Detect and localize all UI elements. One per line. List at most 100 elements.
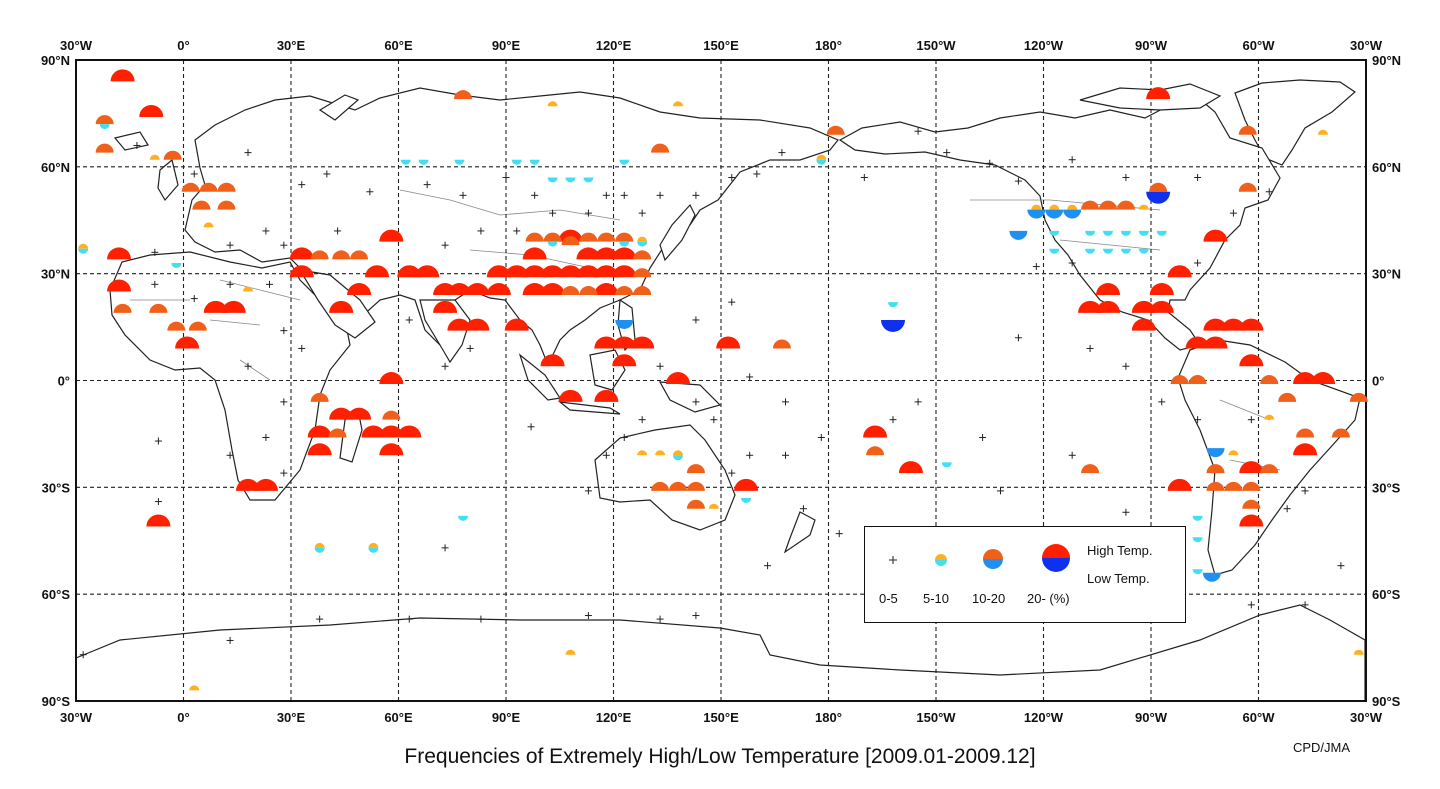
high-temp-half	[415, 265, 440, 278]
high-temp-half	[1228, 450, 1239, 456]
station-marker	[1192, 569, 1203, 575]
plus-marker	[710, 416, 718, 424]
station-marker	[379, 443, 404, 456]
low-temp-half	[741, 498, 752, 504]
station-marker	[651, 481, 670, 491]
station-marker	[565, 177, 576, 183]
plus-marker	[244, 362, 252, 370]
high-temp-half	[1203, 336, 1228, 349]
low-temp-half	[619, 241, 630, 247]
lat-tick-left: 60°N	[41, 160, 70, 175]
high-temp-half	[1167, 265, 1192, 278]
station-marker	[1099, 200, 1117, 210]
plus-marker	[656, 615, 664, 623]
low-temp-half	[368, 547, 379, 553]
plus-marker	[638, 209, 646, 217]
australia-outline	[594, 424, 736, 531]
station-marker	[1131, 300, 1156, 313]
high-temp-half	[1206, 464, 1225, 474]
station-marker	[199, 182, 218, 192]
station-marker	[397, 425, 422, 438]
plus-marker	[133, 141, 141, 149]
station-marker	[171, 262, 182, 268]
station-marker	[328, 428, 347, 438]
high-temp-half	[540, 354, 565, 367]
plus-marker	[323, 170, 331, 178]
station-marker	[203, 222, 214, 228]
high-temp-half	[576, 265, 601, 278]
new-zealand-outline	[783, 511, 816, 554]
low-temp-half	[1138, 230, 1149, 236]
world-map: 30°W 30°W 0° 0° 30°E 30°E 60°E 60°E 90°E 90°E 120°…	[41, 38, 1401, 725]
plus-marker	[799, 505, 807, 513]
lon-tick-top: 30°E	[277, 38, 306, 53]
high-temp-half	[651, 481, 670, 491]
high-temp-half	[522, 265, 547, 278]
high-temp-half	[1293, 443, 1318, 456]
high-temp-half	[382, 410, 401, 420]
high-temp-half	[368, 542, 379, 548]
plus-marker	[151, 280, 159, 288]
station-marker	[189, 685, 200, 691]
low-temp-half	[99, 124, 110, 130]
lon-tick-top: 30°W	[60, 38, 93, 53]
high-temp-half	[615, 286, 634, 296]
low-temp-half	[171, 262, 182, 268]
plus-marker	[1122, 174, 1130, 182]
low-temp-half	[1049, 248, 1060, 254]
legend-class-2: 10-20	[972, 591, 1006, 606]
plus-marker	[79, 651, 87, 659]
plus-marker	[441, 362, 449, 370]
station-marker	[454, 159, 465, 165]
low-temp-half	[1156, 230, 1167, 236]
high-temp-half	[558, 389, 583, 402]
station-marker	[1081, 464, 1100, 474]
high-temp-half	[540, 265, 565, 278]
plus-marker	[692, 398, 700, 406]
plus-marker	[226, 280, 234, 288]
station-marker	[1293, 372, 1318, 385]
station-marker	[540, 283, 565, 296]
station-marker	[888, 302, 898, 308]
high-temp-half	[189, 685, 200, 691]
high-temp-half	[1149, 300, 1174, 313]
high-temp-half	[1318, 129, 1328, 135]
high-temp-half	[1349, 392, 1368, 402]
high-temp-half	[673, 450, 683, 456]
station-marker	[107, 279, 131, 292]
plus-marker	[1032, 263, 1040, 271]
station-marker	[633, 286, 652, 296]
low-temp-half	[816, 159, 827, 165]
high-temp-half	[203, 222, 214, 228]
station-marker	[1228, 450, 1239, 456]
plus-marker	[1229, 209, 1237, 217]
plus-marker	[1068, 259, 1076, 267]
plus-marker	[986, 159, 994, 167]
legend-small-marker-icon	[933, 552, 949, 573]
high-temp-half	[686, 499, 705, 509]
lon-tick-bottom: 150°W	[916, 710, 956, 725]
station-marker	[1293, 443, 1318, 456]
station-marker	[253, 478, 278, 491]
high-temp-half	[113, 303, 132, 313]
plus-marker	[656, 362, 664, 370]
station-marker	[217, 200, 236, 210]
lon-tick-bottom: 120°W	[1024, 710, 1064, 725]
station-marker	[1185, 336, 1210, 349]
high-temp-half	[673, 101, 683, 107]
high-temp-half	[866, 446, 885, 456]
station-marker	[95, 115, 114, 130]
plus-marker	[914, 127, 922, 135]
high-temp-half	[379, 229, 404, 242]
high-temp-half	[579, 232, 598, 242]
high-temp-half	[146, 514, 171, 527]
station-marker	[1078, 300, 1103, 313]
station-marker	[139, 104, 164, 117]
high-temp-half	[1353, 649, 1364, 655]
station-marker	[1221, 318, 1246, 331]
high-temp-half	[1260, 375, 1279, 385]
high-temp-half	[1031, 204, 1042, 210]
station-marker	[1239, 514, 1264, 527]
high-temp-half	[1331, 428, 1350, 438]
legend-high-label: High Temp.	[1087, 543, 1153, 558]
